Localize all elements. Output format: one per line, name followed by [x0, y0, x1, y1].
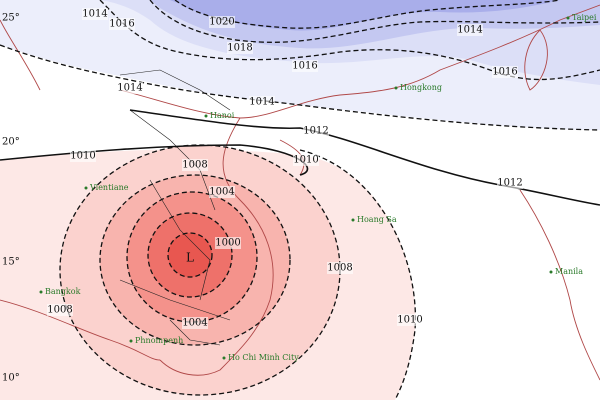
isobar-label: 1016 — [292, 61, 317, 72]
lat-label: 15° — [2, 257, 20, 268]
label-bg — [182, 317, 208, 329]
label-bg — [293, 154, 319, 166]
isobar-label: 1008 — [327, 263, 352, 274]
isobar — [299, 149, 417, 400]
city-dot — [549, 270, 553, 274]
isobar — [126, 191, 258, 323]
city-dot — [566, 16, 570, 20]
label-bg — [292, 60, 318, 72]
city-dot — [204, 114, 208, 118]
low-marker: L — [186, 251, 194, 265]
coastline — [119, 4, 600, 119]
label-bg — [249, 96, 275, 108]
isobar-label: 1020 — [209, 17, 234, 28]
label-bg — [209, 186, 235, 198]
label-bg — [109, 18, 135, 30]
coastline — [524, 29, 548, 91]
city-label: Ho Chi Minh City — [228, 353, 299, 362]
isobar-label: 1014 — [249, 97, 274, 108]
isobar — [99, 174, 291, 346]
label-bg — [327, 262, 353, 274]
label-bg — [457, 24, 483, 36]
city-label: Hongkong — [400, 83, 442, 92]
isobar-label: 1012 — [497, 178, 522, 189]
high-zone-1020 — [170, 0, 560, 31]
isobar-label: 1008 — [47, 305, 72, 316]
label-bg — [82, 8, 108, 20]
coastline — [519, 189, 600, 381]
label-bg — [117, 82, 143, 94]
city-dot — [84, 186, 88, 190]
isobar — [99, 0, 600, 81]
city-label: Taipei — [572, 13, 597, 22]
city-label: Vientiane — [89, 183, 129, 192]
isobar-label: 1012 — [303, 126, 328, 137]
isobar-label: 1016 — [109, 19, 134, 30]
city-label: Bangkok — [45, 287, 81, 296]
label-bg — [227, 42, 253, 54]
city-dot — [39, 290, 43, 294]
city-label: Manila — [555, 267, 583, 276]
city-dot — [222, 356, 226, 360]
isobar-label: 1000 — [215, 238, 240, 249]
isobar-label: 1004 — [182, 318, 207, 329]
label-bg — [209, 16, 235, 28]
country-border — [119, 69, 231, 346]
label-bg — [47, 304, 73, 316]
isobar — [149, 0, 600, 43]
label-bg — [70, 150, 96, 162]
label-bg — [303, 125, 329, 137]
lat-label: 10° — [2, 373, 20, 384]
city-dot — [394, 86, 398, 90]
city-label: Hanoi — [210, 111, 235, 120]
isobar-label: 1014 — [82, 9, 107, 20]
label-bg — [497, 177, 523, 189]
isobar-label: 1016 — [492, 67, 517, 78]
isobar-label: 1008 — [182, 160, 207, 171]
city-dot — [351, 218, 355, 222]
isobar — [147, 212, 233, 298]
isobar-label: 1010 — [293, 155, 318, 166]
city-label: Hoang Sa — [357, 215, 397, 224]
isobar — [129, 109, 600, 206]
label-bg — [397, 314, 423, 326]
label-bg — [215, 237, 241, 249]
label-bg — [182, 159, 208, 171]
city-dot — [129, 339, 133, 343]
isobar-label: 1014 — [457, 25, 482, 36]
isobar-label: 1014 — [117, 83, 142, 94]
isobar-label: 1010 — [397, 315, 422, 326]
city-label: Phnompenh — [135, 336, 183, 345]
lat-label: 20° — [2, 137, 20, 148]
coastline — [159, 117, 274, 376]
coastline — [0, 299, 161, 361]
label-bg — [492, 66, 518, 78]
cities: Hongkong Taipei Hanoi Vientiane Hoang Sa Mani… — [39, 13, 597, 362]
lat-label: 25° — [2, 13, 20, 24]
isobar — [167, 232, 213, 278]
isobar-label: 1018 — [227, 43, 252, 54]
isobar-label: 1010 — [70, 151, 95, 162]
low-zone-1000 — [168, 233, 212, 277]
isobar-label: 1004 — [209, 187, 234, 198]
